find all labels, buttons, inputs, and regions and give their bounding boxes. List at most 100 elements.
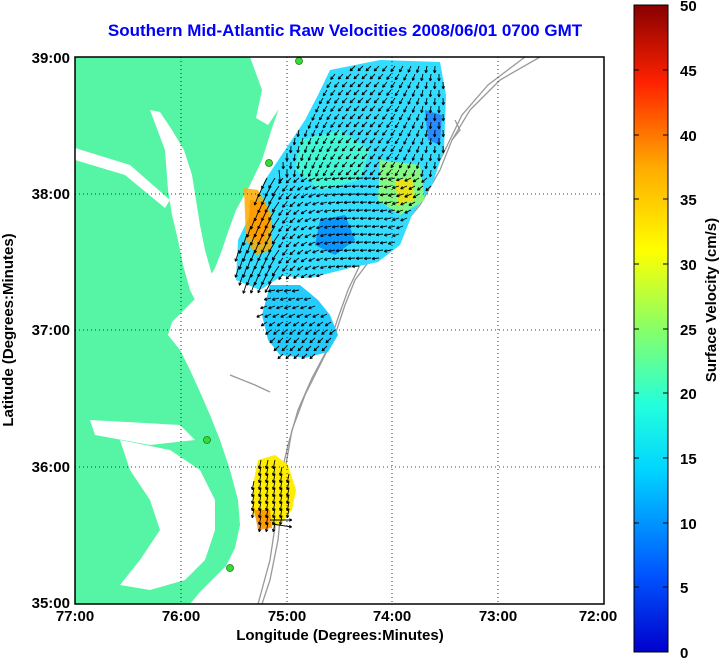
x-tick-label: 72:00	[579, 608, 617, 625]
delaware-bay	[250, 57, 300, 125]
velocity-arrow	[415, 161, 420, 170]
velocity-arrow	[396, 193, 404, 198]
velocity-arrow	[276, 321, 284, 327]
velocity-arrow	[339, 192, 348, 197]
velocity-arrow	[327, 185, 336, 189]
colorbar-tick-labels: 50 45 40 35 30 25 20 15 10 5 0	[680, 0, 697, 659]
velocity-arrow	[271, 487, 276, 498]
velocity-arrow	[415, 81, 420, 90]
velocity-arrow	[278, 466, 283, 477]
velocity-arrow	[285, 257, 292, 264]
velocity-arrow	[383, 233, 392, 237]
velocity-arrow	[304, 185, 312, 190]
velocity-arrow	[425, 185, 432, 192]
velocity-arrow	[303, 129, 308, 137]
velocity-arrow	[400, 217, 408, 222]
y-tick-label: 38:00	[32, 186, 70, 203]
colorbar	[633, 4, 669, 653]
velocity-arrow	[304, 265, 312, 270]
y-tick-label: 35:00	[32, 595, 70, 612]
colorbar-tick-label: 20	[680, 386, 697, 403]
velocity-arrow	[421, 177, 428, 183]
velocity-arrow	[359, 248, 368, 253]
velocity-arrow	[432, 113, 437, 122]
velocity-arrow	[278, 501, 283, 512]
velocity-arrow	[407, 65, 412, 73]
velocity-arrow	[424, 113, 428, 122]
velocity-arrow	[377, 89, 384, 96]
velocity-arrow	[287, 297, 296, 301]
velocity-arrow	[257, 501, 262, 512]
velocity-arrow	[347, 176, 356, 181]
velocity-arrow	[382, 129, 388, 136]
velocity-arrow	[411, 89, 416, 97]
velocity-arrow	[365, 97, 372, 104]
colorbar-tick-label: 40	[680, 128, 697, 145]
velocity-arrow	[369, 169, 376, 176]
velocity-arrow	[369, 121, 376, 128]
velocity-arrow	[391, 201, 400, 206]
velocity-arrow	[353, 169, 360, 176]
velocity-arrow	[357, 161, 364, 168]
velocity-arrow	[312, 233, 320, 238]
velocity-arrow	[271, 480, 276, 491]
velocity-arrow	[307, 121, 312, 129]
velocity-arrow	[351, 248, 360, 253]
velocity-arrow	[337, 121, 344, 128]
velocity-arrow	[396, 209, 404, 214]
velocity-arrow	[234, 265, 240, 278]
velocity-arrow	[335, 184, 344, 189]
velocity-arrow	[300, 225, 308, 231]
velocity-arrow	[424, 97, 428, 106]
velocity-arrow	[256, 313, 264, 318]
velocity-arrow	[407, 97, 412, 105]
velocity-arrow	[428, 105, 433, 114]
velocity-arrow	[293, 337, 300, 344]
velocity-arrow	[316, 209, 324, 214]
velocity-arrow	[296, 145, 300, 154]
velocity-arrow	[379, 209, 388, 213]
velocity-arrow	[264, 473, 269, 484]
velocity-arrow	[327, 249, 336, 253]
velocity-arrow	[300, 137, 304, 146]
velocity-arrow	[361, 121, 368, 128]
velocity-arrow	[289, 249, 296, 256]
colorbar-label: Surface Velocity (cm/s)	[703, 218, 720, 382]
map-area	[75, 57, 604, 604]
velocity-arrow	[322, 169, 328, 177]
velocity-arrow	[281, 161, 285, 170]
velocity-arrow	[257, 508, 262, 519]
velocity-arrow	[387, 177, 396, 181]
velocity-arrow	[341, 129, 348, 136]
velocity-arrow	[334, 161, 340, 168]
velocity-arrow	[293, 193, 300, 199]
velocity-arrow	[369, 137, 376, 144]
velocity-arrow	[304, 313, 312, 318]
velocity-arrow	[355, 176, 364, 181]
velocity-arrow	[325, 337, 332, 344]
velocity-field	[236, 60, 446, 530]
colorbar-tick-label: 5	[680, 580, 688, 597]
velocity-arrow	[330, 169, 336, 176]
velocity-arrow	[345, 137, 352, 144]
velocity-arrow	[432, 129, 437, 138]
velocity-arrow	[291, 289, 300, 293]
velocity-arrow	[312, 201, 320, 206]
velocity-arrow	[437, 121, 441, 130]
velocity-arrow	[315, 105, 320, 113]
velocity-arrow	[271, 297, 280, 301]
velocity-arrow	[347, 240, 356, 245]
velocity-arrow	[377, 121, 384, 128]
velocity-arrow	[365, 129, 372, 136]
velocity-arrow	[315, 137, 320, 145]
velocity-arrow	[297, 329, 304, 335]
velocity-arrow	[300, 193, 308, 199]
velocity-arrow	[319, 265, 328, 270]
land-mass	[75, 57, 290, 604]
velocity-arrow	[282, 233, 288, 240]
velocity-arrow	[363, 224, 372, 229]
velocity-arrow	[326, 113, 332, 121]
velocity-arrow	[263, 297, 272, 301]
velocity-arrow	[271, 459, 276, 470]
velocity-arrow	[308, 257, 316, 262]
